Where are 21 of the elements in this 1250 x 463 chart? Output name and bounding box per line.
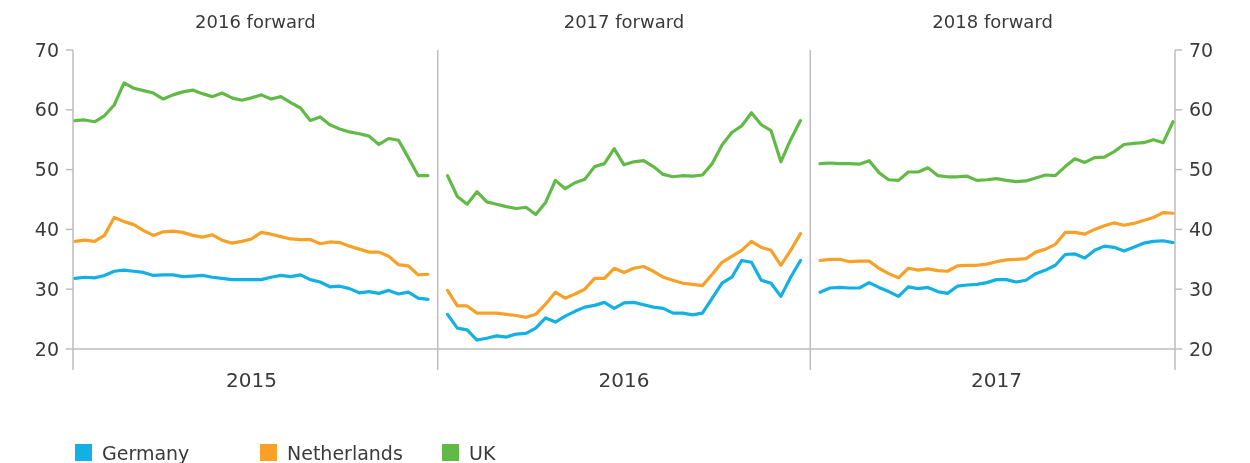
y2-tick-label: 30 bbox=[1189, 277, 1214, 300]
y-tick-label: 70 bbox=[34, 38, 59, 61]
legend-label: Germany bbox=[102, 441, 190, 463]
y-tick-label: 30 bbox=[34, 277, 59, 300]
legend-label: UK bbox=[469, 441, 496, 463]
y-tick-label: 40 bbox=[34, 218, 59, 241]
x-tick-label: 2015 bbox=[226, 368, 277, 392]
text: 2018 forward bbox=[932, 11, 1053, 32]
y2-tick-label: 40 bbox=[1189, 218, 1214, 241]
y-tick-label: 60 bbox=[34, 98, 59, 121]
text: 2017 forward bbox=[563, 11, 685, 32]
y2-tick-label: 60 bbox=[1189, 98, 1214, 121]
legend-label: Netherlands bbox=[287, 441, 403, 463]
y2-tick-label: 70 bbox=[1189, 38, 1214, 61]
y-tick-label: 20 bbox=[34, 337, 59, 360]
y2-tick-label: 20 bbox=[1189, 337, 1214, 360]
x-tick-label: 2016 bbox=[598, 368, 650, 392]
text: 2016 forward bbox=[195, 11, 316, 32]
y-tick-label: 50 bbox=[34, 158, 59, 181]
x-tick-label: 2017 bbox=[971, 368, 1022, 392]
y2-tick-label: 50 bbox=[1189, 158, 1214, 181]
